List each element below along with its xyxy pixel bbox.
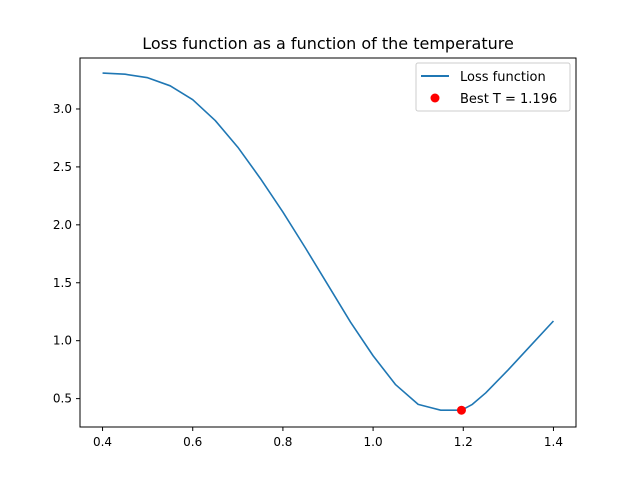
plot-area [102,72,555,415]
y-tick-label-0: 0.5 [53,392,72,406]
y-tick-label-4: 2.5 [53,160,72,174]
x-tick-label-0: 0.4 [93,435,112,449]
legend-label-best: Best T = 1.196 [460,92,557,107]
x-tick-label-1: 0.6 [183,435,202,449]
legend-label-loss: Loss function [460,70,546,85]
legend-marker-swatch [430,93,440,103]
y-tick-label-3: 2.0 [53,218,72,232]
y-tick-label-5: 3.0 [53,102,72,116]
axes-frame [79,57,577,428]
legend: Loss function Best T = 1.196 [415,62,571,112]
x-tick-label-2: 0.8 [273,435,292,449]
chart-title: Loss function as a function of the tempe… [142,34,514,53]
x-tick-label-3: 1.0 [364,435,383,449]
y-tick-label-2: 1.5 [53,276,72,290]
legend-frame [415,62,571,112]
series-line-0 [102,72,555,411]
axes: 0.4 0.6 0.8 1.0 1.2 1.4 0.5 1.0 1.5 2.0 2.5 3.0 [53,57,577,449]
best-point-marker-0 [456,405,466,415]
x-tick-label-5: 1.4 [544,435,563,449]
y-tick-label-1: 1.0 [53,334,72,348]
x-tick-label-4: 1.2 [454,435,473,449]
